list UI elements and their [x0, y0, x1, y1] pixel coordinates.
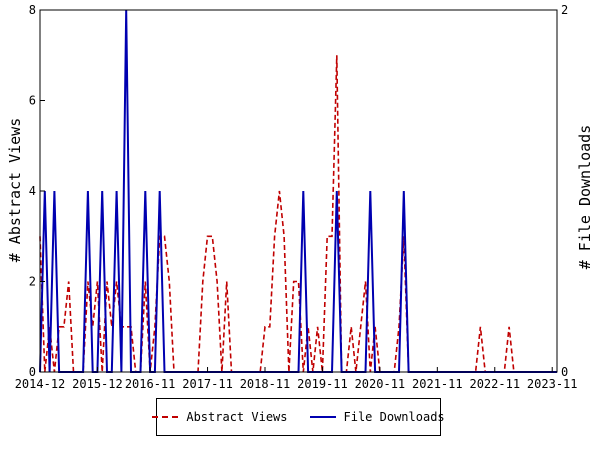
legend-label-abstract-views: Abstract Views [186, 410, 288, 424]
x-tick-label: 2022-11 [469, 377, 520, 391]
y-tick-label: 6 [29, 94, 36, 108]
x-tick-label: 2017-11 [182, 377, 233, 391]
legend-item-abstract-views: Abstract Views [152, 410, 288, 424]
x-tick-label: 2016-11 [125, 377, 176, 391]
y2-tick-label: 2 [561, 3, 568, 17]
x-tick-label: 2014-12 [15, 377, 66, 391]
legend-swatch-file-downloads [309, 416, 336, 418]
y-axis-title: # Abstract Views [6, 118, 24, 263]
axes-layer: 0 2 4 6 8 0 2 2014-12 2015-12 2016-11 2017-11 2018-… [15, 3, 578, 391]
legend: Abstract Views File Downloads [152, 398, 445, 436]
y2-axis-title: # File Downloads [576, 125, 594, 270]
legend-item-file-downloads: File Downloads [309, 410, 445, 424]
legend-label-file-downloads: File Downloads [343, 410, 445, 424]
series-layer [39, 9, 557, 373]
legend-swatch-abstract-views [152, 416, 179, 418]
x-tick-label: 2015-12 [72, 377, 123, 391]
x-tick-label: 2019-11 [297, 377, 348, 391]
x-tick-label: 2023-11 [527, 377, 578, 391]
x-tick-label: 2021-11 [412, 377, 463, 391]
x-tick-label: 2020-11 [355, 377, 406, 391]
y-tick-label: 0 [29, 365, 36, 379]
x-tick-label: 2018-11 [240, 377, 291, 391]
y-tick-label: 2 [29, 275, 36, 289]
series-line-file-downloads [39, 9, 557, 373]
y-tick-label: 4 [29, 184, 36, 198]
y2-tick-label: 0 [561, 365, 568, 379]
y-tick-label: 8 [29, 3, 36, 17]
